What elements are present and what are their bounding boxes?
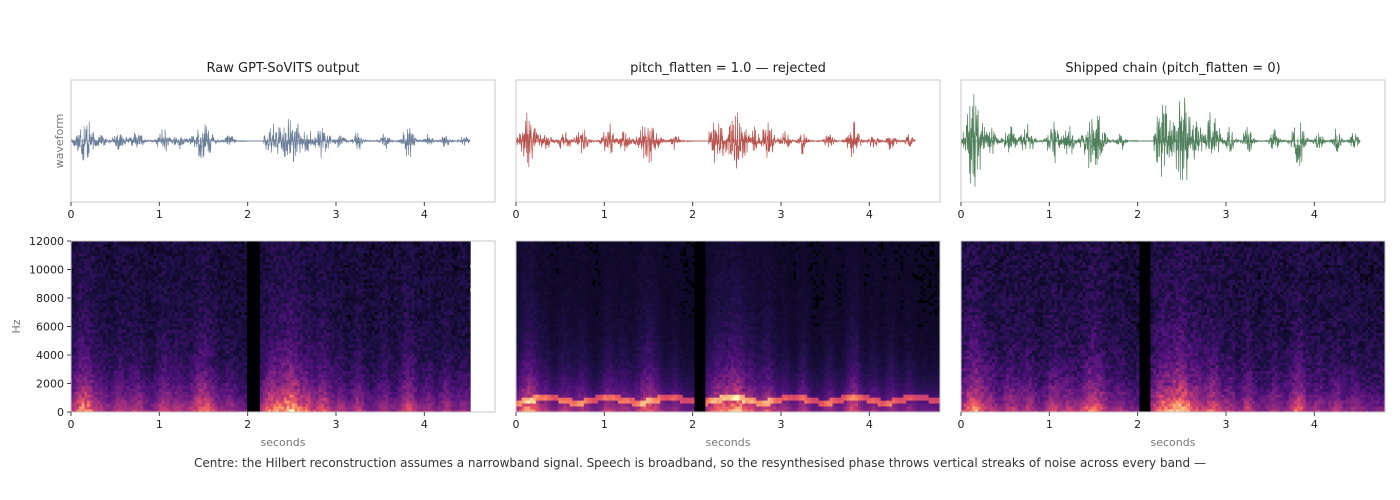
x-tick-label: 3 bbox=[333, 418, 340, 431]
x-tick-label: 4 bbox=[421, 418, 428, 431]
y-tick-label: 10000 bbox=[29, 264, 64, 277]
x-tick-label: 2 bbox=[244, 418, 251, 431]
x-tick-label: 3 bbox=[1223, 208, 1230, 221]
x-tick-label: 3 bbox=[1223, 418, 1230, 431]
y-tick-label: 2000 bbox=[36, 378, 64, 391]
y-tick-label: 12000 bbox=[29, 235, 64, 248]
x-tick-label: 1 bbox=[1046, 208, 1053, 221]
x-tick-label: 1 bbox=[601, 418, 608, 431]
y-tick-label: 8000 bbox=[36, 292, 64, 305]
x-tick-label: 0 bbox=[958, 418, 965, 431]
panel-title: pitch_flatten = 1.0 — rejected bbox=[630, 61, 826, 76]
waveform-trace bbox=[71, 119, 470, 162]
x-tick-label: 0 bbox=[958, 208, 965, 221]
y-tick-label: 0 bbox=[57, 406, 64, 419]
panel-title: Raw GPT-SoVITS output bbox=[207, 61, 360, 76]
x-tick-label: 1 bbox=[1046, 418, 1053, 431]
x-tick-label: 3 bbox=[778, 418, 785, 431]
x-tick-label: 1 bbox=[601, 208, 608, 221]
x-tick-label: 2 bbox=[689, 418, 696, 431]
y-axis-label: waveform bbox=[53, 114, 66, 169]
x-tick-label: 0 bbox=[513, 418, 520, 431]
x-tick-label: 4 bbox=[866, 208, 873, 221]
x-tick-label: 4 bbox=[1311, 208, 1318, 221]
x-tick-label: 0 bbox=[68, 418, 75, 431]
x-tick-label: 2 bbox=[1134, 208, 1141, 221]
waveform-panel-2 bbox=[516, 80, 940, 206]
y-tick-label: 4000 bbox=[36, 349, 64, 362]
figure: 0 1 2 3 4 Raw GPT-SoVITS output waveform 0 1 2 3 4 p… bbox=[0, 0, 1400, 450]
x-tick-label: 0 bbox=[513, 208, 520, 221]
x-tick-label: 1 bbox=[156, 418, 163, 431]
panel-title: Shipped chain (pitch_flatten = 0) bbox=[1065, 61, 1280, 76]
y-axis-label: Hz bbox=[10, 319, 23, 333]
x-tick-label: 2 bbox=[1134, 418, 1141, 431]
x-tick-label: 0 bbox=[68, 208, 75, 221]
x-axis-label: seconds bbox=[261, 436, 306, 449]
x-tick-label: 4 bbox=[421, 208, 428, 221]
x-tick-label: 4 bbox=[866, 418, 873, 431]
x-axis-label: seconds bbox=[706, 436, 751, 449]
y-tick-label: 6000 bbox=[36, 321, 64, 334]
waveform-panel-3 bbox=[961, 80, 1385, 206]
x-tick-label: 1 bbox=[156, 208, 163, 221]
x-tick-label: 2 bbox=[689, 208, 696, 221]
waveform-panel-1 bbox=[71, 80, 495, 206]
x-tick-label: 4 bbox=[1311, 418, 1318, 431]
spectrogram-panel-2 bbox=[516, 241, 940, 416]
spectrogram-panel-1 bbox=[67, 241, 495, 416]
x-tick-label: 3 bbox=[778, 208, 785, 221]
x-tick-label: 2 bbox=[244, 208, 251, 221]
waveform-trace bbox=[516, 113, 915, 169]
caption: Centre: the Hilbert reconstruction assum… bbox=[0, 456, 1400, 470]
x-axis-label: seconds bbox=[1151, 436, 1196, 449]
spectrogram-panel-3 bbox=[961, 241, 1385, 416]
x-tick-label: 3 bbox=[333, 208, 340, 221]
waveform-trace bbox=[961, 94, 1360, 187]
